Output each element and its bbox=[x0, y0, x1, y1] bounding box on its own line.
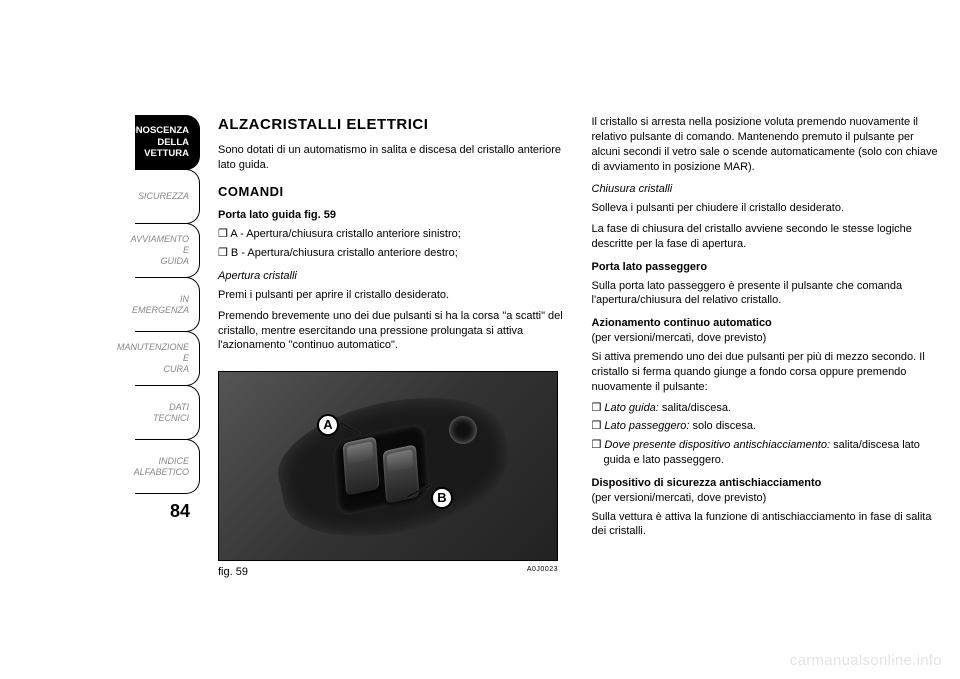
intro-text: Sono dotati di un automatismo in salita … bbox=[218, 143, 572, 173]
auto-bullet-1: Lato guida: salita/discesa. bbox=[592, 401, 946, 416]
tab-label: MANUTENZIONE E CURA bbox=[117, 342, 189, 374]
tab-label: IN EMERGENZA bbox=[132, 294, 189, 316]
auto-b1-label: Lato guida: bbox=[604, 402, 658, 414]
page-number: 84 bbox=[170, 501, 190, 521]
content-area: ALZACRISTALLI ELETTRICI Sono dotati di u… bbox=[200, 0, 960, 679]
figure-code: A0J0023 bbox=[527, 565, 558, 580]
disp-title: Dispositivo di sicurezza antischiacciame… bbox=[592, 476, 946, 491]
bullet-a: A - Apertura/chiusura cristallo anterior… bbox=[218, 227, 572, 242]
figure-59: A B bbox=[218, 371, 558, 561]
window-switch-a bbox=[343, 437, 380, 496]
figure-caption-row: fig. 59 A0J0023 bbox=[218, 565, 558, 580]
page-number-wrap: 84 bbox=[135, 501, 200, 522]
auto-1: Si attiva premendo uno dei due pulsanti … bbox=[592, 350, 946, 395]
chiusura-2: La fase di chiusura del cristallo avvien… bbox=[592, 222, 946, 252]
tab-label: DATI TECNICI bbox=[135, 402, 189, 424]
auto-bullet-2: Lato passeggero: solo discesa. bbox=[592, 419, 946, 434]
left-column: ALZACRISTALLI ELETTRICI Sono dotati di u… bbox=[218, 115, 572, 679]
tab-label: CONOSCENZA DELLA VETTURA bbox=[121, 125, 189, 159]
tab-emergenza[interactable]: IN EMERGENZA bbox=[135, 277, 200, 332]
right-column: Il cristallo si arresta nella posizione … bbox=[592, 115, 946, 679]
tab-label: AVVIAMENTO E GUIDA bbox=[131, 234, 189, 266]
figure-caption: fig. 59 bbox=[218, 565, 248, 580]
tab-manutenzione[interactable]: MANUTENZIONE E CURA bbox=[135, 331, 200, 386]
window-switch-b bbox=[383, 445, 420, 504]
tab-indice[interactable]: INDICE ALFABETICO bbox=[135, 439, 200, 494]
pass-title: Porta lato passeggero bbox=[592, 260, 946, 275]
watermark: carmanualsonline.info bbox=[790, 652, 942, 669]
tab-conoscenza[interactable]: CONOSCENZA DELLA VETTURA bbox=[135, 115, 200, 170]
tab-avviamento[interactable]: AVVIAMENTO E GUIDA bbox=[135, 223, 200, 278]
apertura-2: Premendo brevemente uno dei due pulsanti… bbox=[218, 309, 572, 354]
auto-b1-rest: salita/discesa. bbox=[659, 402, 731, 414]
figure-container: A B fig. 59 A0J0023 bbox=[218, 371, 558, 580]
auto-b3-label: Dove presente dispositivo antischiacciam… bbox=[604, 439, 830, 451]
apertura-title: Apertura cristalli bbox=[218, 269, 572, 284]
tab-label: SICUREZZA bbox=[138, 191, 189, 202]
auto-b2-rest: solo discesa. bbox=[689, 420, 756, 432]
porta-title: Porta lato guida fig. 59 bbox=[218, 208, 572, 223]
p1: Il cristallo si arresta nella posizione … bbox=[592, 115, 946, 174]
heading-main: ALZACRISTALLI ELETTRICI bbox=[218, 115, 572, 135]
bullet-b: B - Apertura/chiusura cristallo anterior… bbox=[218, 246, 572, 261]
disp-1: Sulla vettura è attiva la funzione di an… bbox=[592, 510, 946, 540]
apertura-1: Premi i pulsanti per aprire il cristallo… bbox=[218, 288, 572, 303]
auto-sub: (per versioni/mercati, dove previsto) bbox=[592, 331, 946, 346]
chiusura-1: Solleva i pulsanti per chiudere il crist… bbox=[592, 201, 946, 216]
chiusura-title: Chiusura cristalli bbox=[592, 182, 946, 197]
pass-1: Sulla porta lato passeggero è presente i… bbox=[592, 279, 946, 309]
tab-dati[interactable]: DATI TECNICI bbox=[135, 385, 200, 440]
tab-label: INDICE ALFABETICO bbox=[134, 456, 189, 478]
page: CONOSCENZA DELLA VETTURA SICUREZZA AVVIA… bbox=[0, 0, 960, 679]
auto-b2-label: Lato passeggero: bbox=[604, 420, 689, 432]
sidebar-tabs: CONOSCENZA DELLA VETTURA SICUREZZA AVVIA… bbox=[0, 0, 200, 679]
auto-title: Azionamento continuo automatico bbox=[592, 316, 946, 331]
disp-sub: (per versioni/mercati, dove previsto) bbox=[592, 491, 946, 506]
auto-bullet-3: Dove presente dispositivo antischiacciam… bbox=[592, 438, 946, 468]
tab-sicurezza[interactable]: SICUREZZA bbox=[135, 169, 200, 224]
heading-comandi: COMANDI bbox=[218, 183, 572, 201]
